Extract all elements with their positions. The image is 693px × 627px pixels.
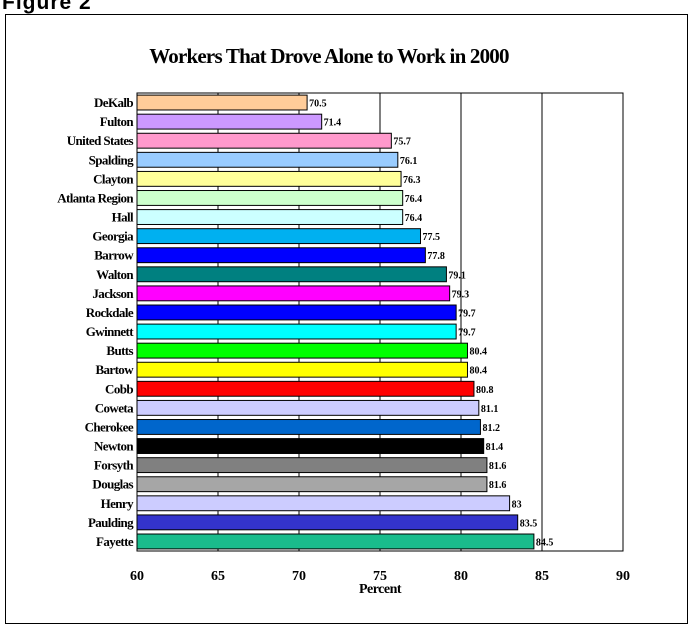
bar — [136, 151, 399, 168]
category-label: United States — [67, 133, 134, 148]
x-tick-label: 80 — [454, 569, 468, 584]
category-label: Fulton — [100, 114, 135, 129]
bars — [136, 94, 535, 550]
bar — [136, 361, 468, 378]
bar — [136, 132, 392, 149]
value-label: 76.1 — [400, 156, 418, 167]
category-label: Henry — [101, 496, 134, 511]
x-tick-label: 90 — [616, 569, 630, 584]
bar — [136, 209, 404, 225]
category-label: Barrow — [94, 248, 134, 263]
bar — [136, 533, 535, 550]
gridlines — [217, 93, 543, 551]
category-label: Jackson — [92, 286, 134, 301]
value-labels: 70.571.475.776.176.376.476.477.577.879.1… — [309, 99, 553, 549]
bar — [136, 419, 481, 435]
x-tick-labels: 60 65 70 75 80 85 90 — [130, 569, 630, 584]
category-label: Bartow — [95, 362, 134, 377]
value-label: 79.7 — [458, 328, 476, 339]
chart-frame — [5, 14, 688, 624]
bar — [136, 438, 485, 454]
value-label: 83.5 — [520, 518, 538, 529]
x-tick-label: 60 — [130, 569, 144, 584]
value-label: 84.5 — [536, 537, 554, 548]
value-label: 81.4 — [486, 442, 504, 453]
bar — [136, 476, 488, 493]
category-label: DeKalb — [94, 95, 133, 110]
category-label: Fayette — [96, 534, 134, 549]
x-tick-label: 85 — [535, 569, 549, 584]
bar — [136, 342, 468, 359]
bar — [136, 170, 402, 187]
bar — [136, 457, 488, 474]
category-label: Forsyth — [94, 458, 134, 473]
value-label: 81.6 — [489, 480, 507, 491]
value-label: 76.4 — [405, 213, 423, 224]
category-label: Cobb — [105, 381, 133, 396]
value-label: 75.7 — [393, 137, 411, 148]
bar — [136, 380, 475, 397]
value-label: 76.4 — [405, 194, 423, 205]
value-label: 79.3 — [452, 289, 470, 300]
bar — [136, 514, 519, 531]
category-label: Hall — [112, 210, 134, 225]
bar — [136, 304, 457, 321]
bar — [136, 228, 421, 245]
value-label: 79.1 — [448, 270, 466, 281]
category-label: Cherokee — [85, 419, 134, 434]
bar — [136, 94, 308, 111]
value-label: 80.4 — [469, 366, 487, 377]
bar — [136, 323, 457, 340]
category-label: Gwinnett — [86, 324, 134, 339]
value-label: 81.1 — [481, 404, 499, 415]
bar — [136, 190, 404, 206]
value-label: 77.5 — [423, 232, 441, 243]
category-label: Paulding — [88, 515, 134, 530]
value-label: 81.2 — [482, 423, 500, 434]
category-label: Walton — [96, 267, 134, 282]
category-label: Atlanta Region — [57, 190, 134, 205]
value-label: 79.7 — [458, 308, 476, 319]
bar — [136, 399, 480, 416]
value-label: 76.3 — [403, 175, 421, 186]
category-label: Spalding — [89, 152, 134, 167]
value-label: 80.4 — [469, 347, 487, 358]
value-label: 71.4 — [324, 118, 342, 129]
category-label: Newton — [94, 439, 134, 454]
bar — [136, 495, 511, 512]
value-label: 81.6 — [489, 461, 507, 472]
category-label: Douglas — [92, 477, 133, 492]
value-label: 70.5 — [309, 99, 327, 110]
bar — [136, 247, 426, 264]
value-label: 83 — [512, 499, 522, 510]
bar — [136, 113, 323, 130]
x-tick-label: 65 — [211, 569, 225, 584]
x-tick-label: 70 — [292, 569, 306, 584]
category-labels: DeKalb Fulton United States Spalding Clayton… — [57, 95, 135, 549]
category-label: Georgia — [92, 229, 134, 244]
chart-title: Workers That Drove Alone to Work in 2000 — [149, 44, 509, 68]
value-label: 80.8 — [476, 385, 494, 396]
category-label: Rockdale — [86, 305, 134, 320]
figure-label: Figure 2 — [2, 0, 92, 14]
x-tick-label: 75 — [373, 569, 387, 584]
category-label: Butts — [106, 343, 133, 358]
category-label: Coweta — [95, 400, 134, 415]
category-label: Clayton — [93, 171, 134, 186]
bar — [136, 266, 447, 283]
bar — [136, 285, 451, 302]
value-label: 77.8 — [427, 251, 445, 262]
x-axis-label: Percent — [359, 582, 402, 597]
